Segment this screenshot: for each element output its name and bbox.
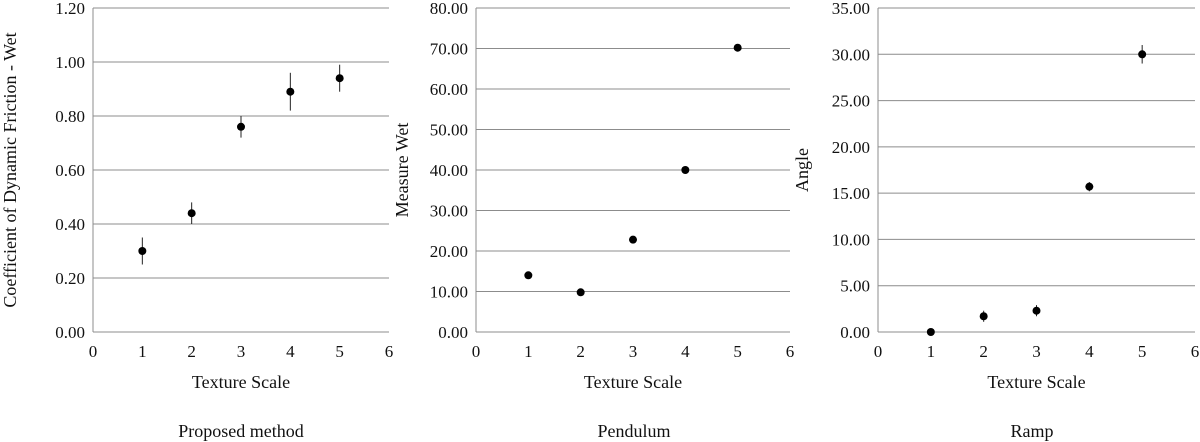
y-tick-label: 30.00 [430,202,468,221]
y-tick-label: 0.20 [55,269,85,288]
x-tick-label: 3 [1032,342,1041,361]
x-tick-label: 4 [286,342,295,361]
y-tick-label: 20.00 [832,138,870,157]
data-point [926,328,935,336]
y-tick-label: 0.60 [55,161,85,180]
data-point [524,271,533,280]
x-tick-label: 6 [385,342,394,361]
y-tick-label: 0.40 [55,215,85,234]
x-axis-title: Texture Scale [192,372,290,392]
y-axis-title: Coefficient of Dynamic Friction - Wet [0,32,20,307]
x-axis-title: Texture Scale [987,372,1085,392]
x-tick-label: 1 [524,342,533,361]
y-tick-label: 1.00 [55,53,85,72]
x-tick-label: 2 [979,342,988,361]
data-point [138,247,147,255]
y-tick-label: 30.00 [832,45,870,64]
y-tick-label: 35.00 [832,0,870,18]
y-tick-label: 50.00 [430,121,468,140]
y-tick-label: 5.00 [840,277,870,296]
data-point [681,166,690,174]
x-tick-label: 5 [733,342,742,361]
y-tick-label: 0.00 [840,323,870,342]
data-point [979,312,988,321]
y-tick-label: 60.00 [430,80,468,99]
data-point [286,87,295,96]
y-axis-title: Measure Wet [392,123,412,218]
y-tick-label: 0.80 [55,107,85,126]
y-tick-label: 20.00 [430,242,468,261]
x-tick-label: 5 [335,342,344,361]
x-tick-label: 0 [874,342,883,361]
x-tick-label: 4 [1085,342,1094,361]
x-tick-label: 1 [138,342,147,361]
y-tick-label: 10.00 [430,283,468,302]
data-point [629,235,637,244]
x-tick-label: 6 [786,342,795,361]
data-point [1032,306,1041,315]
x-tick-label: 1 [927,342,936,361]
data-point [576,288,585,297]
y-tick-label: 40.00 [430,161,468,180]
panel-caption: Proposed method [178,421,304,441]
y-axis-title: Angle [792,148,812,192]
y-tick-label: 70.00 [430,40,468,59]
data-point [1085,182,1094,191]
data-point [187,209,196,218]
data-point [335,74,344,83]
y-tick-label: 15.00 [832,184,870,203]
x-tick-label: 3 [629,342,638,361]
x-tick-label: 0 [472,342,481,361]
y-tick-label: 0.00 [55,323,85,342]
y-tick-label: 0.00 [438,323,468,342]
x-tick-label: 2 [576,342,585,361]
y-tick-label: 80.00 [430,0,468,18]
data-point [733,43,742,52]
x-axis-title: Texture Scale [584,372,682,392]
y-tick-label: 1.20 [55,0,85,18]
x-tick-label: 3 [237,342,246,361]
x-tick-label: 6 [1191,342,1200,361]
y-tick-label: 25.00 [832,92,870,111]
x-tick-label: 4 [681,342,690,361]
panel-caption: Pendulum [597,421,670,441]
x-tick-label: 2 [187,342,196,361]
data-point [1138,50,1147,59]
x-tick-label: 5 [1138,342,1147,361]
x-tick-label: 0 [89,342,98,361]
panel-caption: Ramp [1011,421,1054,441]
y-tick-label: 10.00 [832,230,870,249]
data-point [237,122,245,131]
